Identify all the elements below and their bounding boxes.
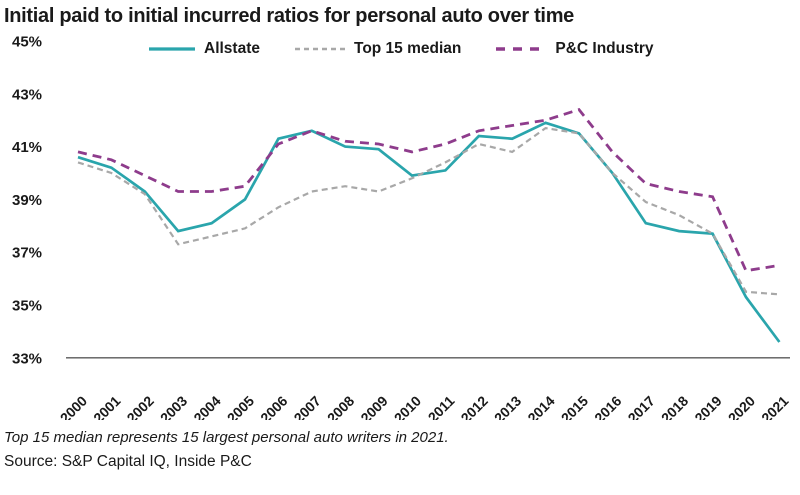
x-axis-label: 2004 <box>190 392 223 420</box>
chart-title: Initial paid to initial incurred ratios … <box>4 5 574 27</box>
line-chart-plot: 45%43%41%39%37%35%33%2000 2001 2002 2003 200… <box>12 34 792 421</box>
y-axis-label: 37% <box>12 245 42 262</box>
legend-swatch-small-dash-icon <box>295 47 345 51</box>
x-axis-label: 2015 <box>558 392 591 420</box>
x-axis-label: 2000 <box>57 392 90 420</box>
legend-item-top15-median: Top 15 median <box>294 40 461 58</box>
x-axis-label: 2006 <box>257 392 290 420</box>
x-axis-label: 2005 <box>224 392 257 420</box>
x-axis-label: 2017 <box>625 392 658 420</box>
legend-item-pc-industry: P&C Industry <box>495 40 654 58</box>
legend-swatch-solid-line-icon <box>149 47 195 51</box>
source-text: Source: S&P Capital IQ, Inside P&C <box>4 453 252 470</box>
x-axis-label: 2010 <box>391 392 424 420</box>
y-axis-label: 43% <box>12 86 42 103</box>
y-axis-label: 45% <box>12 34 42 51</box>
chart-footer: Top 15 median represents 15 largest pers… <box>4 429 800 471</box>
x-axis-label: 2014 <box>524 392 557 420</box>
x-axis-label: 2001 <box>90 392 123 420</box>
x-axis-label: 2008 <box>324 392 357 420</box>
x-axis-label: 2012 <box>458 392 491 420</box>
legend-swatch-dash-icon <box>496 47 547 51</box>
x-axis-label: 2013 <box>491 392 524 420</box>
series-line-p-c-industry <box>77 107 780 273</box>
chart-legend: Allstate Top 15 median P&C Industry <box>148 40 654 58</box>
y-axis-label: 35% <box>12 298 42 315</box>
legend-label-allstate: Allstate <box>204 40 260 57</box>
x-axis-label: 2011 <box>425 392 458 420</box>
y-axis-label: 39% <box>12 192 42 209</box>
x-axis-label: 2018 <box>658 392 691 420</box>
x-axis-label: 2016 <box>591 392 624 420</box>
legend-item-allstate: Allstate <box>148 40 260 58</box>
x-axis-label: 2009 <box>357 392 390 420</box>
x-axis-label: 2003 <box>157 392 190 420</box>
x-axis-label: 2021 <box>758 392 791 420</box>
y-axis-label: 41% <box>12 139 42 156</box>
x-axis-label: 2019 <box>691 392 724 420</box>
x-axis-label: 2007 <box>291 392 324 420</box>
x-axis-label: 2020 <box>725 392 758 420</box>
legend-label-top15-median: Top 15 median <box>354 40 462 57</box>
legend-label-pc-industry: P&C Industry <box>555 40 654 57</box>
footnote-text: Top 15 median represents 15 largest pers… <box>4 429 449 446</box>
y-axis-label: 33% <box>12 350 42 367</box>
series-line-top-15-median <box>77 126 780 296</box>
series-line-allstate <box>77 121 781 343</box>
x-axis-label: 2002 <box>124 392 157 420</box>
